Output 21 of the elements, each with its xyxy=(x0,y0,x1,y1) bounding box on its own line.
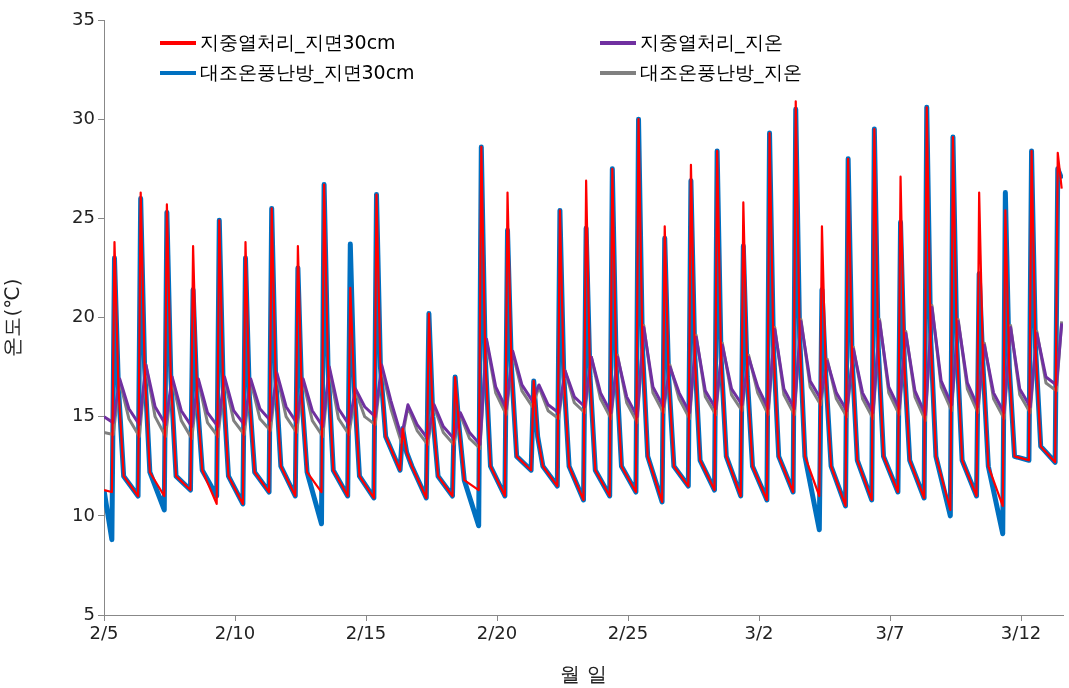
y-axis-title: 온도(℃) xyxy=(0,278,25,357)
y-tick-label: 30 xyxy=(72,106,95,128)
x-tick-label: 3/7 xyxy=(875,622,905,644)
x-tick-label: 2/5 xyxy=(89,622,119,644)
y-tick-label: 5 xyxy=(83,602,95,624)
legend-label: 지중열처리_지온 xyxy=(640,30,783,56)
x-tick-label: 2/10 xyxy=(214,622,256,644)
y-tick-label: 25 xyxy=(72,206,95,228)
x-tick-label: 3/2 xyxy=(744,622,774,644)
x-tick-label: 2/25 xyxy=(607,622,649,644)
y-tick-label: 20 xyxy=(72,305,95,327)
x-axis-title: 월 일 xyxy=(560,662,607,687)
legend-label: 대조온풍난방_지면30cm xyxy=(200,60,415,86)
legend-label: 지중열처리_지면30cm xyxy=(200,30,396,56)
legend-label: 대조온풍난방_지온 xyxy=(640,60,802,86)
x-tick-label: 2/20 xyxy=(476,622,518,644)
y-tick-label: 15 xyxy=(72,404,95,426)
x-tick-label: 2/15 xyxy=(345,622,387,644)
x-tick-label: 3/12 xyxy=(1000,622,1042,644)
y-tick-label: 10 xyxy=(72,503,95,525)
y-tick-label: 35 xyxy=(72,7,95,29)
